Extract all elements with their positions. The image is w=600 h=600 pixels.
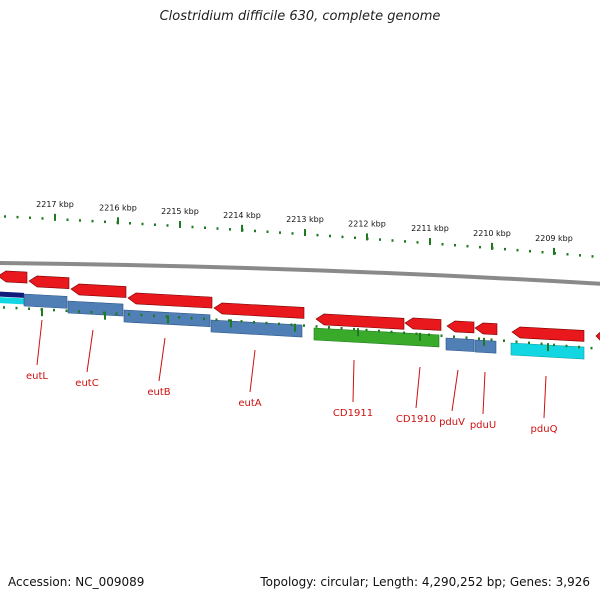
- scale-tick-label: 2216 kbp: [99, 203, 137, 212]
- kbp-scale-bottom: [3, 306, 593, 352]
- gene-label[interactable]: pduQ: [531, 424, 558, 435]
- gene-label[interactable]: CD1911: [333, 408, 373, 419]
- gene-label[interactable]: pduU: [470, 420, 496, 431]
- cds-arrow: [446, 320, 475, 334]
- green-feature-bar: [313, 327, 440, 348]
- gene-label-leader: [36, 319, 43, 366]
- gene-label-leader: [543, 375, 547, 419]
- blue-feature-bar: [445, 337, 475, 352]
- blue-feature-bar: [210, 319, 303, 338]
- cds-arrow: [511, 326, 585, 342]
- gene-label[interactable]: eutB: [147, 387, 170, 398]
- scale-tick-label: 2212 kbp: [348, 219, 386, 228]
- gene-labels: eutL eutC eutB eutA CD1911 CD1910 pduV pduU pduQ: [26, 319, 558, 435]
- scale-tick-label: 2213 kbp: [286, 215, 324, 224]
- gene-label-leader: [482, 371, 486, 415]
- gene-label-leader: [249, 349, 256, 393]
- feature-tracks: [0, 270, 600, 360]
- cds-arrow: [474, 322, 498, 336]
- cds-arrow: [70, 283, 127, 298]
- blue-feature-bar: [23, 293, 68, 309]
- cds-arrow: [315, 313, 405, 330]
- cds-arrow: [404, 317, 442, 331]
- map-title: Clostridium difficile 630, complete geno…: [159, 9, 441, 24]
- cds-arrow: [595, 331, 600, 341]
- scale-tick-label: 2217 kbp: [36, 200, 74, 209]
- backbone-ring: [0, 261, 600, 286]
- gene-label[interactable]: eutL: [26, 371, 48, 382]
- blue-feature-bar: [474, 339, 497, 354]
- gene-label-leader: [158, 337, 166, 382]
- gene-label-leader: [415, 366, 421, 409]
- cds-arrow: [0, 270, 28, 284]
- gene-label[interactable]: pduV: [439, 417, 465, 428]
- scale-tick-label: 2210 kbp: [473, 229, 511, 238]
- gene-label-leader: [451, 369, 459, 412]
- gene-label[interactable]: eutC: [75, 378, 98, 389]
- gene-label[interactable]: eutA: [238, 398, 261, 409]
- cds-arrow: [28, 275, 70, 290]
- scale-tick-label: 2215 kbp: [161, 207, 199, 216]
- scale-tick-label: 2209 kbp: [535, 234, 573, 243]
- cds-arrow: [127, 292, 213, 309]
- gene-label-leader: [86, 329, 94, 373]
- scale-tick-label: 2211 kbp: [411, 224, 449, 233]
- genome-summary-text: Topology: circular; Length: 4,290,252 bp…: [260, 575, 590, 589]
- dark-feature-bar: [0, 291, 24, 298]
- blue-feature-bar: [67, 300, 124, 317]
- cds-arrow: [213, 302, 305, 319]
- cyan-feature-bar: [0, 297, 24, 305]
- gene-label-leader: [352, 359, 355, 403]
- scale-tick-label: 2214 kbp: [223, 211, 261, 220]
- accession-text: Accession: NC_009089: [8, 575, 145, 589]
- kbp-scale-top: 2217 kbp 2216 kbp 2215 kbp 2214 kbp 2213 kbp…: [4, 200, 594, 258]
- gene-label[interactable]: CD1910: [396, 414, 436, 425]
